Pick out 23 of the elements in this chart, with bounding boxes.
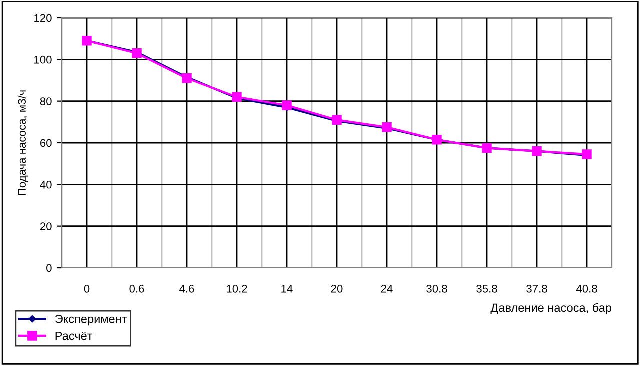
y-tick-label: 120 [34,14,52,22]
y-tick-label: 40 [40,180,52,189]
x-tick-label: 14 [282,285,293,293]
x-tick-label: 20 [331,284,343,293]
x-tick-label: 35.8 [476,284,498,293]
x-tick-label: 10.2 [227,284,248,293]
y-tick-label: 60 [40,139,52,148]
y-tick-label: 80 [40,98,52,106]
legend-label: Эксперимент [55,314,128,326]
x-axis-title: Давление насоса, бар [490,303,612,314]
y-tick-label: 0 [46,264,52,272]
y-tick-label: 100 [34,56,52,64]
x-tick-label: 0 [84,284,90,293]
legend-label: Расчёт [56,332,93,340]
x-tick-label: 4.6 [180,284,194,293]
y-tick-label: 20 [40,222,52,230]
x-tick-label: 24 [381,284,393,293]
y-axis-title: Подача насоса, м3/ч [18,90,28,196]
x-tick-label: 40.8 [576,284,598,293]
x-tick-label: 30.8 [426,284,448,293]
point [282,100,292,110]
x-tick-label: 37.8 [526,284,548,293]
x-tick-label: 0.6 [130,284,144,293]
